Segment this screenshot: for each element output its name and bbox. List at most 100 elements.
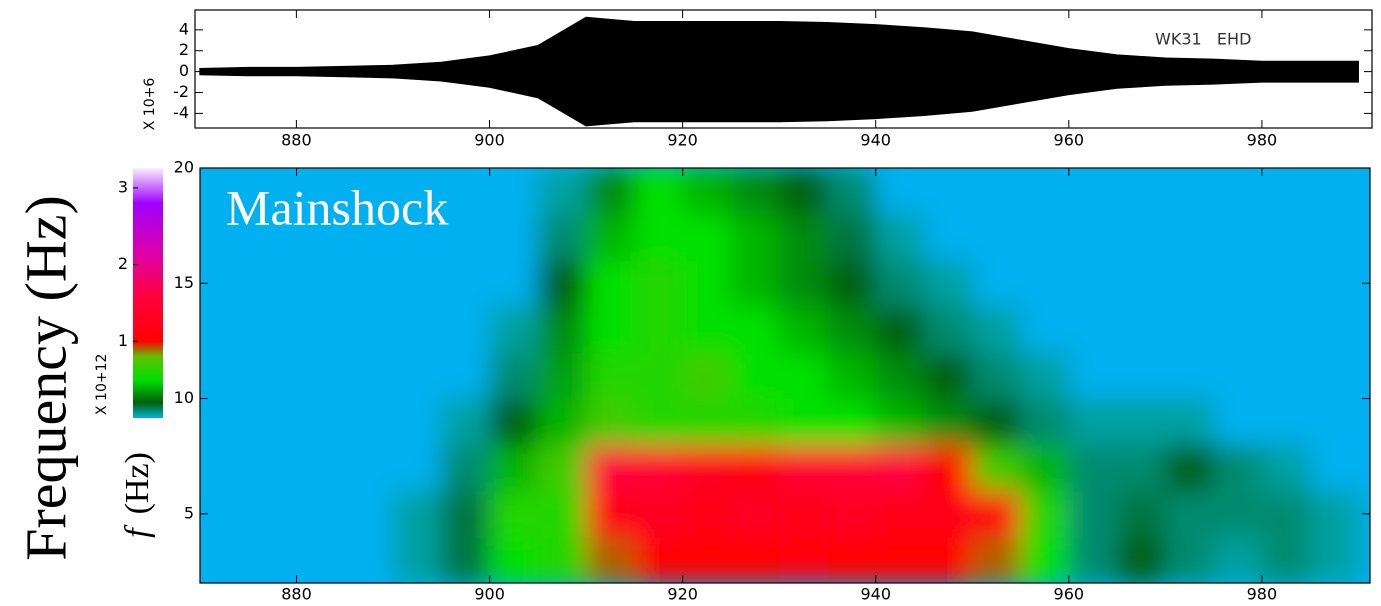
spectrogram-cell [1261,168,1311,215]
spectrogram-cell [779,444,828,492]
spectrogram-cell [972,214,1022,261]
spectrogram-cell [1165,168,1215,215]
spectrogram-cell [489,352,539,400]
spectrogram-cell [296,490,346,538]
waveform-scale-label: X 10+6 [142,78,158,131]
spectrogram-cell [682,306,732,353]
spectrogram-cell [393,168,442,215]
y-tick-label: -4 [173,103,189,122]
x-tick-label: 880 [281,131,312,150]
spectrogram-cell [730,214,780,261]
spectrogram-cell [972,490,1022,538]
spectrogram-cell [537,490,587,538]
spectrogram-cell [730,352,780,400]
spectrogram-cell [1165,214,1215,261]
colorbar-tick-label: 2 [118,254,128,273]
spectrogram-cell [586,444,635,492]
spectrogram-cell [441,260,491,307]
spectrogram-cell [248,490,298,538]
spectrogram-cell [489,398,539,446]
spectrogram-cell [344,214,394,261]
spectrogram-cell [682,260,732,307]
spectrogram-cell [1020,398,1070,446]
spectrogram-cell [1020,260,1070,307]
spectrogram-cell [586,168,635,215]
spectrogram-cell [248,306,298,353]
spectrogram-cell [1068,536,1118,583]
spectrogram-cell [489,168,539,215]
spectrogram-cell [200,168,249,215]
spectrogram-cell [200,260,249,307]
spectrogram-cell [296,306,346,353]
spectrogram-cell [344,352,394,400]
spectrogram-cell [489,260,539,307]
spectrogram-cell [344,260,394,307]
spectrogram-cell [393,536,442,583]
spectrogram-cell [730,306,780,353]
spectrogram-cell [296,260,346,307]
x-tick-label: 960 [1054,585,1085,604]
colorbar-scale [133,168,163,418]
waveform-panel: 880 900 920 940 960 980 -4 -2 0 2 4 [173,9,1373,150]
spectrogram-cell [1165,444,1215,492]
spectrogram-cell [296,536,346,583]
spectrogram-cell [1261,306,1311,353]
spectrogram-cell [248,168,298,215]
spectrogram-cell [1310,168,1359,215]
spectrogram-panel: 880 900 920 940 960 980 5 10 15 20 [174,158,1371,604]
spectrogram-cell [1165,398,1215,446]
spectrogram-cell [586,490,635,538]
spectrogram-cell [248,352,298,400]
spectrogram-cell [1310,352,1359,400]
spectrogram-cell [393,260,442,307]
spectrogram-cell [200,306,249,353]
spectrogram-cell [634,536,684,583]
spectrogram-cell [730,168,780,215]
spectrogram-cell [537,168,587,215]
spectrogram-cell [1261,536,1311,583]
spectrogram-cell [1068,490,1118,538]
spectrogram-cell [827,398,877,446]
spectrogram-cell [827,306,877,353]
spectrogram-cell [924,444,973,492]
spectrogram-cell [634,214,684,261]
spectrogram-cell [248,444,298,492]
spectrogram-cell [1213,352,1263,400]
spectrogram-cell [1165,260,1215,307]
x-tick-label: 880 [281,585,312,604]
spectrogram-cell [1117,490,1166,538]
spectrogram-cell [344,168,394,215]
spectrogram-cell [1310,444,1359,492]
spectrogram-cell [441,398,491,446]
x-tick-label: 980 [1247,131,1278,150]
spectrogram-cell [972,168,1022,215]
spectrogram-cell [200,536,249,583]
spectrogram-cell [441,444,491,492]
spectrogram-cell [682,536,732,583]
spectrogram-cell [200,214,249,261]
spectrogram-cell [875,444,925,492]
spectrogram-cell [344,490,394,538]
y-tick-label: 2 [179,40,189,59]
spectrogram-cell [1310,306,1359,353]
spectrogram-cell [875,490,925,538]
spectrogram-cell [827,444,877,492]
spectrogram-cell [296,444,346,492]
spectrogram-cell [634,168,684,215]
spectrogram-cell [634,260,684,307]
x-tick-label: 900 [474,585,505,604]
spectrogram-cell [972,536,1022,583]
spectrogram-cell [730,490,780,538]
panel-title: Mainshock [226,179,448,235]
spectrogram-cell [489,490,539,538]
spectrogram-cell [344,444,394,492]
spectrogram-cell [586,398,635,446]
spectrogram-cell [586,214,635,261]
spectrogram-cell [248,536,298,583]
spectrogram-cell [1261,352,1311,400]
spectrogram-cell [1213,168,1263,215]
spectrogram-cell [393,444,442,492]
spectrogram-cell [441,214,491,261]
spectrogram-cell [730,536,780,583]
spectrogram-cell [537,306,587,353]
